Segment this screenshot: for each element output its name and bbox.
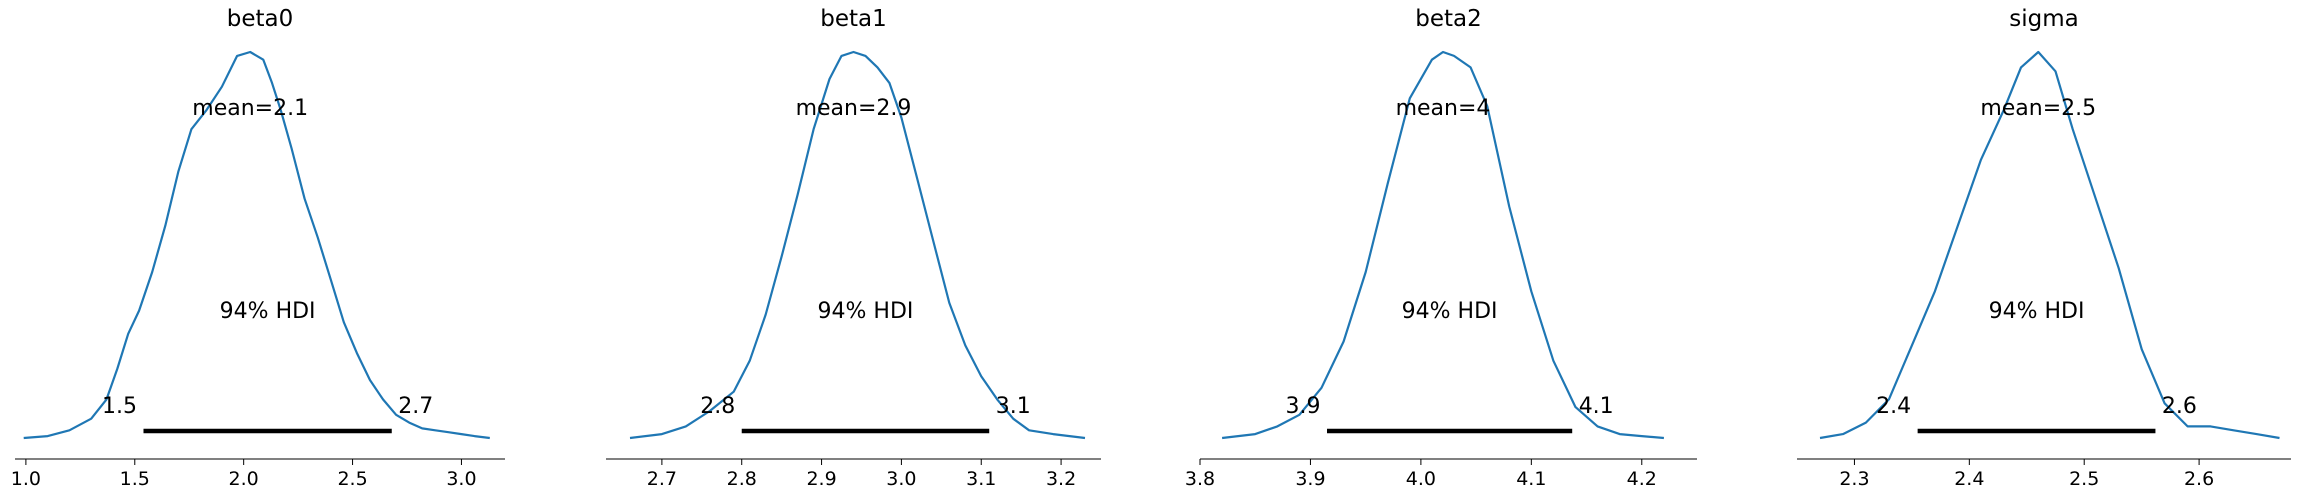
x-tick-label: 2.5 [337, 468, 367, 490]
panel-title: beta1 [820, 6, 887, 32]
hdi-low-label: 1.5 [102, 394, 137, 419]
hdi-low-label: 3.9 [1286, 394, 1321, 419]
x-tick-label: 2.4 [1954, 468, 1984, 490]
x-tick-label: 2.6 [2184, 468, 2214, 490]
hdi-label: 94% HDI [220, 299, 316, 324]
x-tick-label: 1.5 [120, 468, 150, 490]
x-tick-label: 2.7 [647, 468, 677, 490]
x-tick-label: 3.9 [1295, 468, 1325, 490]
x-tick-label: 2.9 [806, 468, 836, 490]
hdi-low-label: 2.4 [1876, 394, 1911, 419]
x-tick-label: 4.2 [1627, 468, 1657, 490]
x-tick-label: 2.3 [1839, 468, 1869, 490]
x-tick-label: 4.1 [1516, 468, 1546, 490]
panel-beta0: beta0 mean=2.1 94% HDI 1.5 2.7 1.0 1.5 2.0 2.5 3.… [11, 6, 505, 490]
hdi-high-label: 2.6 [2162, 394, 2197, 419]
density-curve [1221, 50, 1664, 440]
density-curve [629, 50, 1086, 440]
panel-beta1: beta1 mean=2.9 94% HDI 2.8 3.1 2.7 2.8 2.9 3.0 3.… [606, 6, 1101, 490]
x-tick-label: 3.0 [446, 468, 476, 490]
hdi-high-label: 3.1 [996, 394, 1031, 419]
mean-label: mean=2.1 [192, 96, 308, 121]
hdi-low-label: 2.8 [700, 394, 735, 419]
hdi-label: 94% HDI [1989, 299, 2085, 324]
panel-sigma: sigma mean=2.5 94% HDI 2.4 2.6 2.3 2.4 2.5 2.6 [1797, 6, 2291, 490]
x-tick-label: 2.8 [727, 468, 757, 490]
panel-title: sigma [2009, 6, 2078, 32]
mean-label: mean=2.9 [796, 96, 912, 121]
hdi-label: 94% HDI [818, 299, 914, 324]
panel-title: beta0 [227, 6, 294, 32]
x-tick-label: 3.8 [1185, 468, 1215, 490]
x-tick-label: 2.0 [229, 468, 259, 490]
x-tick-label: 4.0 [1406, 468, 1436, 490]
density-curve [23, 50, 490, 440]
x-tick-label: 3.1 [966, 468, 996, 490]
x-tick-label: 3.0 [886, 468, 916, 490]
panel-beta2: beta2 mean=4 94% HDI 3.9 4.1 3.8 3.9 4.0 4.1 4.2 [1185, 6, 1697, 490]
hdi-high-label: 4.1 [1579, 394, 1614, 419]
mean-label: mean=4 [1396, 96, 1491, 121]
hdi-label: 94% HDI [1402, 299, 1498, 324]
x-tick-label: 1.0 [11, 468, 41, 490]
x-tick-label: 2.5 [2069, 468, 2099, 490]
x-tick-label: 3.2 [1046, 468, 1076, 490]
density-curve [1819, 50, 2280, 440]
mean-label: mean=2.5 [1980, 96, 2096, 121]
hdi-high-label: 2.7 [398, 394, 433, 419]
panel-title: beta2 [1415, 6, 1482, 32]
